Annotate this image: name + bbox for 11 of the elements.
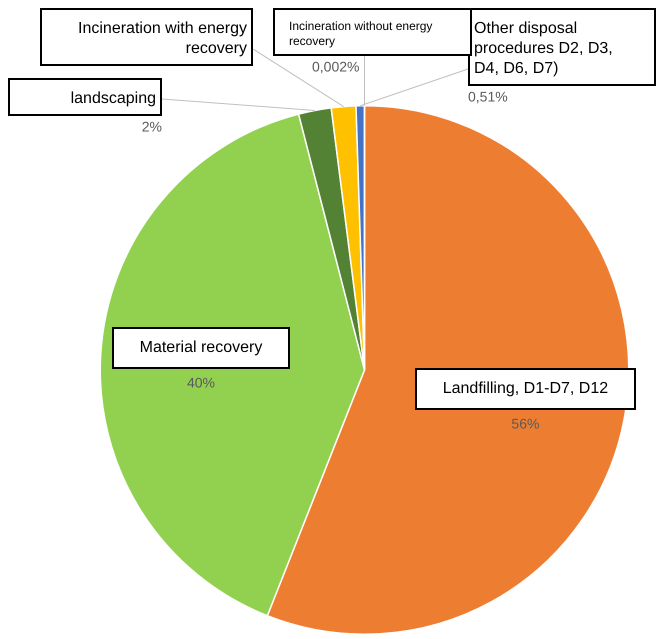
data-label: 40%	[186, 374, 215, 391]
data-label: 0,51%	[468, 88, 508, 104]
data-label: 56%	[511, 416, 540, 432]
data-label: 2%	[142, 118, 162, 134]
slice-label: landscaping	[70, 90, 156, 107]
data-label: 0,002%	[312, 58, 360, 74]
slice-label: Material recovery	[140, 338, 262, 356]
slice-label: Incineration without energy recovery	[289, 19, 432, 48]
slice-label: Landfilling, D1-D7, D12	[442, 380, 608, 397]
slice-label: Incineration with energy recovery	[78, 20, 247, 57]
slice-label: Other disposal procedures D2, D3, D4, D6, D7)	[474, 20, 613, 77]
